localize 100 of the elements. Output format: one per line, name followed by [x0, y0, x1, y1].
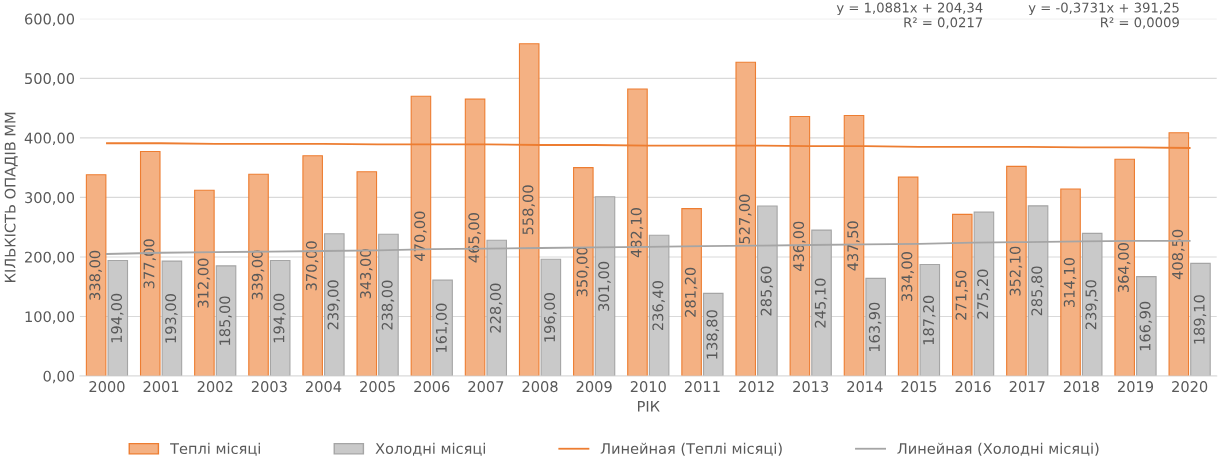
- data-label: 275,20: [977, 269, 990, 319]
- x-tick-label: 2007: [468, 381, 504, 393]
- data-label: 194,00: [110, 293, 124, 343]
- data-label: 377,00: [143, 239, 156, 289]
- data-label: 285,60: [760, 266, 774, 316]
- x-tick-label: 2014: [847, 381, 883, 393]
- bar: [269, 259, 291, 376]
- annotation: y = 1,0881x + 204,34 R² = 0,0217: [836, 2, 983, 29]
- data-label: 339,00: [251, 250, 265, 300]
- x-tick-label: 2005: [360, 381, 395, 393]
- data-label: 189,10: [1193, 295, 1207, 344]
- data-label: 236,40: [652, 281, 665, 331]
- bar: [702, 292, 724, 376]
- bar: [919, 263, 941, 376]
- x-tick-label: 2018: [1063, 381, 1099, 393]
- x-tick-label: 2020: [1172, 381, 1208, 393]
- data-label: 350,00: [576, 247, 590, 297]
- annotation: y = -0,3731x + 391,25 R² = 0,0009: [1028, 2, 1179, 29]
- data-label: 245,10: [814, 278, 828, 328]
- data-label: 312,00: [197, 258, 211, 308]
- bar: [302, 155, 323, 376]
- x-tick-label: 2019: [1118, 381, 1154, 393]
- bar: [951, 213, 973, 376]
- data-label: 239,50: [1085, 280, 1098, 330]
- data-label: 187,20: [923, 295, 936, 345]
- x-tick-label: 2015: [901, 381, 937, 393]
- data-label: 238,00: [381, 280, 395, 330]
- bar: [1190, 262, 1211, 376]
- data-label: 163,90: [868, 302, 882, 352]
- x-axis-title: РІК: [638, 400, 660, 412]
- data-label: 408,50: [1172, 229, 1185, 280]
- data-label: 271,50: [955, 270, 968, 320]
- bar: [139, 151, 161, 376]
- x-tick-label: 2012: [739, 381, 774, 393]
- y-tick-label: 100,00: [25, 311, 75, 324]
- x-tick-label: 2011: [684, 381, 720, 393]
- bar: [540, 258, 562, 376]
- bar: [865, 277, 886, 376]
- bar: [897, 176, 919, 376]
- bar: [85, 174, 107, 376]
- data-label: 185,00: [219, 296, 232, 345]
- bar: [356, 171, 378, 376]
- legend-label: Линейная (Теплі місяці): [600, 442, 782, 456]
- data-label: 558,00: [522, 185, 535, 235]
- data-label: 138,80: [706, 310, 719, 359]
- data-label: 470,00: [414, 211, 427, 261]
- data-label: 527,00: [738, 194, 752, 244]
- data-label: 314,10: [1063, 257, 1077, 307]
- legend-label: Теплі місяці: [170, 442, 260, 456]
- legend-label: Холодні місяці: [375, 442, 485, 456]
- data-label: 352,10: [1009, 246, 1023, 296]
- data-label: 166,90: [1139, 301, 1153, 351]
- y-tick-label: 500,00: [25, 73, 75, 86]
- y-tick-label: 300,00: [25, 192, 75, 205]
- y-tick-label: 200,00: [25, 251, 75, 265]
- data-label: 370,00: [305, 241, 319, 291]
- bar: [248, 173, 269, 376]
- data-label: 196,00: [544, 293, 557, 342]
- legend-label: Линейная (Холодні місяці): [897, 442, 1099, 456]
- y-tick-label: 400,00: [24, 132, 75, 146]
- data-label: 193,00: [165, 294, 178, 343]
- data-label: 364,00: [1117, 243, 1131, 293]
- y-tick-label: 600,00: [25, 13, 75, 27]
- bar: [1136, 276, 1157, 376]
- bar: [1006, 165, 1027, 376]
- data-label: 437,50: [847, 221, 860, 271]
- data-label: 436,00: [793, 221, 806, 272]
- x-tick-label: 2001: [143, 381, 179, 393]
- data-label: 194,00: [273, 293, 286, 343]
- data-label: 285,80: [1031, 266, 1044, 316]
- data-label: 228,00: [489, 283, 503, 333]
- bar: [681, 208, 702, 376]
- x-tick-label: 2002: [197, 381, 233, 393]
- data-label: 334,00: [901, 252, 914, 301]
- x-tick-label: 2017: [1009, 381, 1045, 393]
- x-tick-label: 2004: [306, 381, 342, 393]
- bar: [1114, 158, 1135, 376]
- x-tick-label: 2009: [576, 381, 612, 393]
- x-tick-label: 2006: [414, 381, 450, 393]
- x-tick-label: 2000: [89, 381, 125, 393]
- data-label: 465,00: [468, 213, 481, 263]
- data-label: 281,20: [684, 267, 698, 317]
- x-tick-label: 2003: [251, 381, 287, 393]
- data-label: 482,10: [630, 207, 644, 258]
- data-label: 338,00: [89, 250, 102, 300]
- x-tick-label: 2016: [955, 381, 991, 393]
- bar: [1060, 188, 1081, 376]
- bar: [194, 189, 215, 376]
- y-axis-title: КІЛЬКІСТЬ ОПАДІВ ММ: [4, 112, 18, 282]
- bar: [161, 260, 183, 376]
- x-tick-label: 2008: [522, 381, 558, 393]
- bar: [573, 167, 594, 376]
- y-tick-label: 0,00: [43, 370, 75, 384]
- x-tick-label: 2010: [630, 381, 666, 393]
- bar: [432, 279, 453, 376]
- data-label: 161,00: [435, 303, 449, 352]
- x-tick-label: 2013: [793, 381, 829, 393]
- data-label: 301,00: [598, 261, 611, 311]
- data-label: 239,00: [327, 280, 341, 330]
- bar: [107, 259, 129, 376]
